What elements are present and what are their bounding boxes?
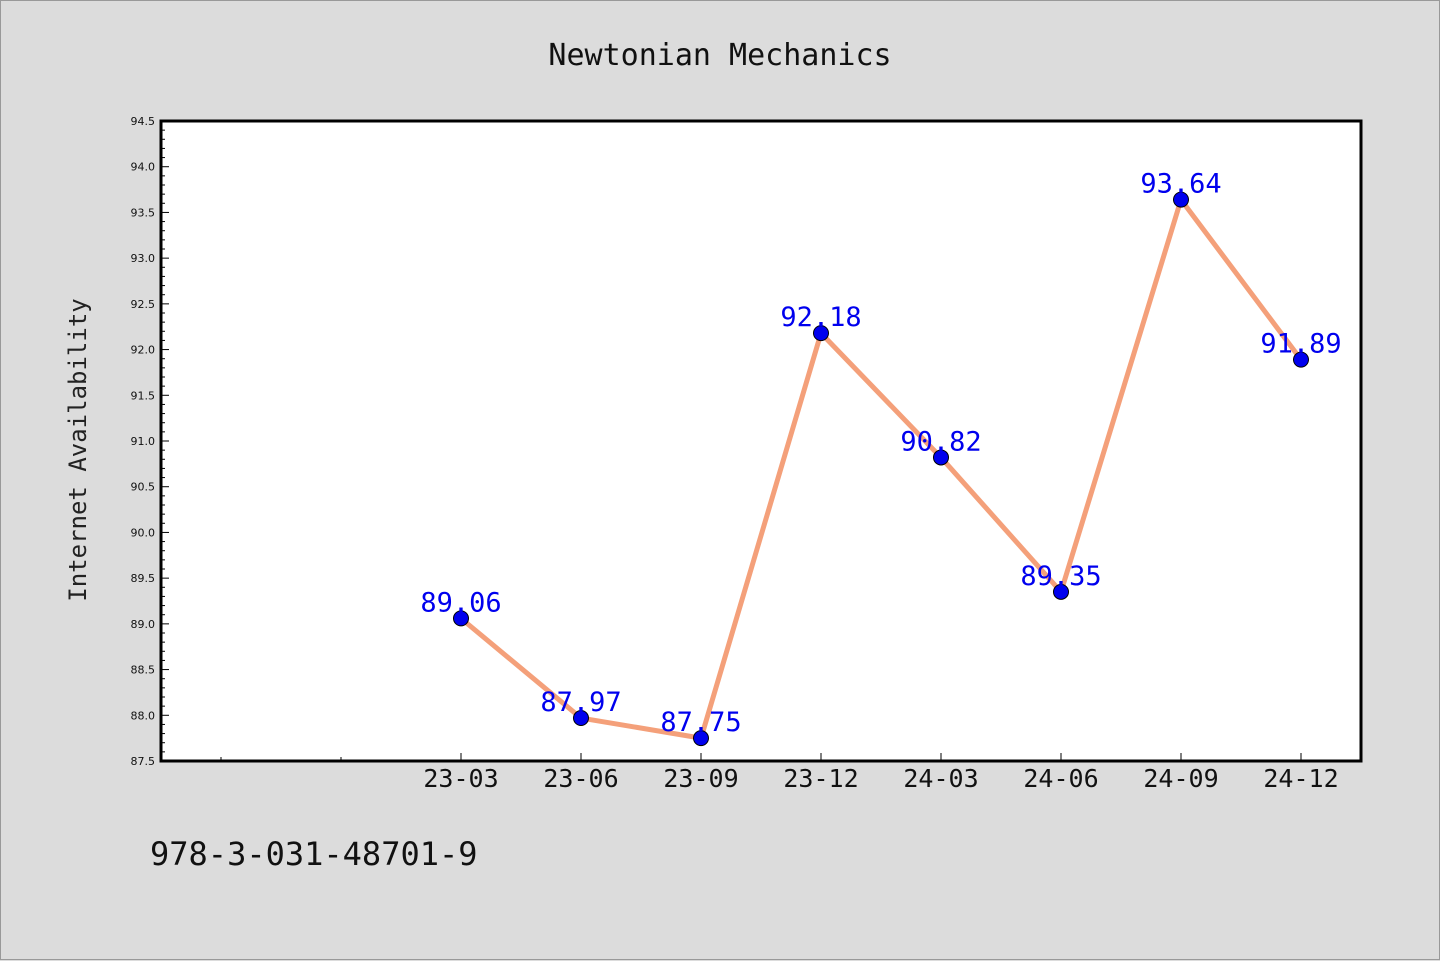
y-tick-label: 92.0 bbox=[131, 344, 156, 357]
x-tick-label: 24-09 bbox=[1143, 764, 1218, 793]
data-point bbox=[1173, 191, 1189, 208]
data-label: 90.82 bbox=[900, 426, 981, 457]
data-point bbox=[693, 730, 709, 747]
y-tick-label: 88.0 bbox=[131, 709, 156, 722]
data-label: 92.18 bbox=[780, 302, 861, 333]
data-point bbox=[453, 610, 469, 627]
y-tick-label: 91.5 bbox=[131, 389, 156, 402]
x-tick-label: 24-03 bbox=[903, 764, 978, 793]
series-line-group: 89.06 87.97 87.75 92.18 90.82 89.35 93.64 91.89 bbox=[420, 169, 1342, 747]
data-label: 89.35 bbox=[1020, 561, 1101, 592]
data-point bbox=[573, 710, 589, 727]
y-tick-label: 92.5 bbox=[131, 298, 156, 311]
x-axis: 23-03 23-06 23-09 23-12 24-03 24-06 24-09 24-12 bbox=[220, 753, 1339, 793]
y-axis: 87.5 88.0 88.5 89.0 89.5 90.0 90.5 91.0 91.5 92.0… bbox=[131, 115, 169, 768]
x-tick-label: 23-03 bbox=[423, 764, 498, 793]
plot-area bbox=[159, 119, 1363, 763]
data-point bbox=[813, 325, 829, 342]
x-tick-label: 24-12 bbox=[1263, 764, 1338, 793]
data-label: 93.64 bbox=[1140, 169, 1221, 200]
y-tick-label: 90.0 bbox=[131, 526, 156, 539]
y-tick-label: 94.5 bbox=[131, 115, 156, 128]
data-point bbox=[933, 449, 949, 466]
data-label: 89.06 bbox=[420, 587, 501, 618]
x-tick-label: 23-12 bbox=[783, 764, 858, 793]
y-tick-label: 88.5 bbox=[131, 664, 156, 677]
x-tick-label: 24-06 bbox=[1023, 764, 1098, 793]
chart-title: Newtonian Mechanics bbox=[548, 38, 891, 73]
data-point bbox=[1053, 583, 1069, 600]
isbn-text: 978-3-031-48701-9 bbox=[150, 835, 478, 873]
x-tick-label: 23-06 bbox=[543, 764, 618, 793]
y-tick-label: 91.0 bbox=[131, 435, 156, 448]
data-label: 87.97 bbox=[540, 687, 621, 718]
y-axis-label: Internet Availability bbox=[64, 298, 92, 601]
series-line bbox=[459, 197, 1303, 741]
data-point bbox=[1293, 351, 1309, 368]
data-label: 91.89 bbox=[1260, 329, 1341, 360]
y-tick-label: 87.5 bbox=[131, 755, 156, 768]
x-tick-label: 23-09 bbox=[663, 764, 738, 793]
y-tick-label: 90.5 bbox=[131, 481, 156, 494]
data-label: 87.75 bbox=[660, 707, 741, 738]
y-tick-label: 89.0 bbox=[131, 618, 156, 631]
y-tick-label: 94.0 bbox=[131, 161, 156, 174]
y-tick-label: 93.5 bbox=[131, 206, 156, 219]
y-tick-label: 93.0 bbox=[131, 252, 156, 265]
y-tick-label: 89.5 bbox=[131, 572, 156, 585]
